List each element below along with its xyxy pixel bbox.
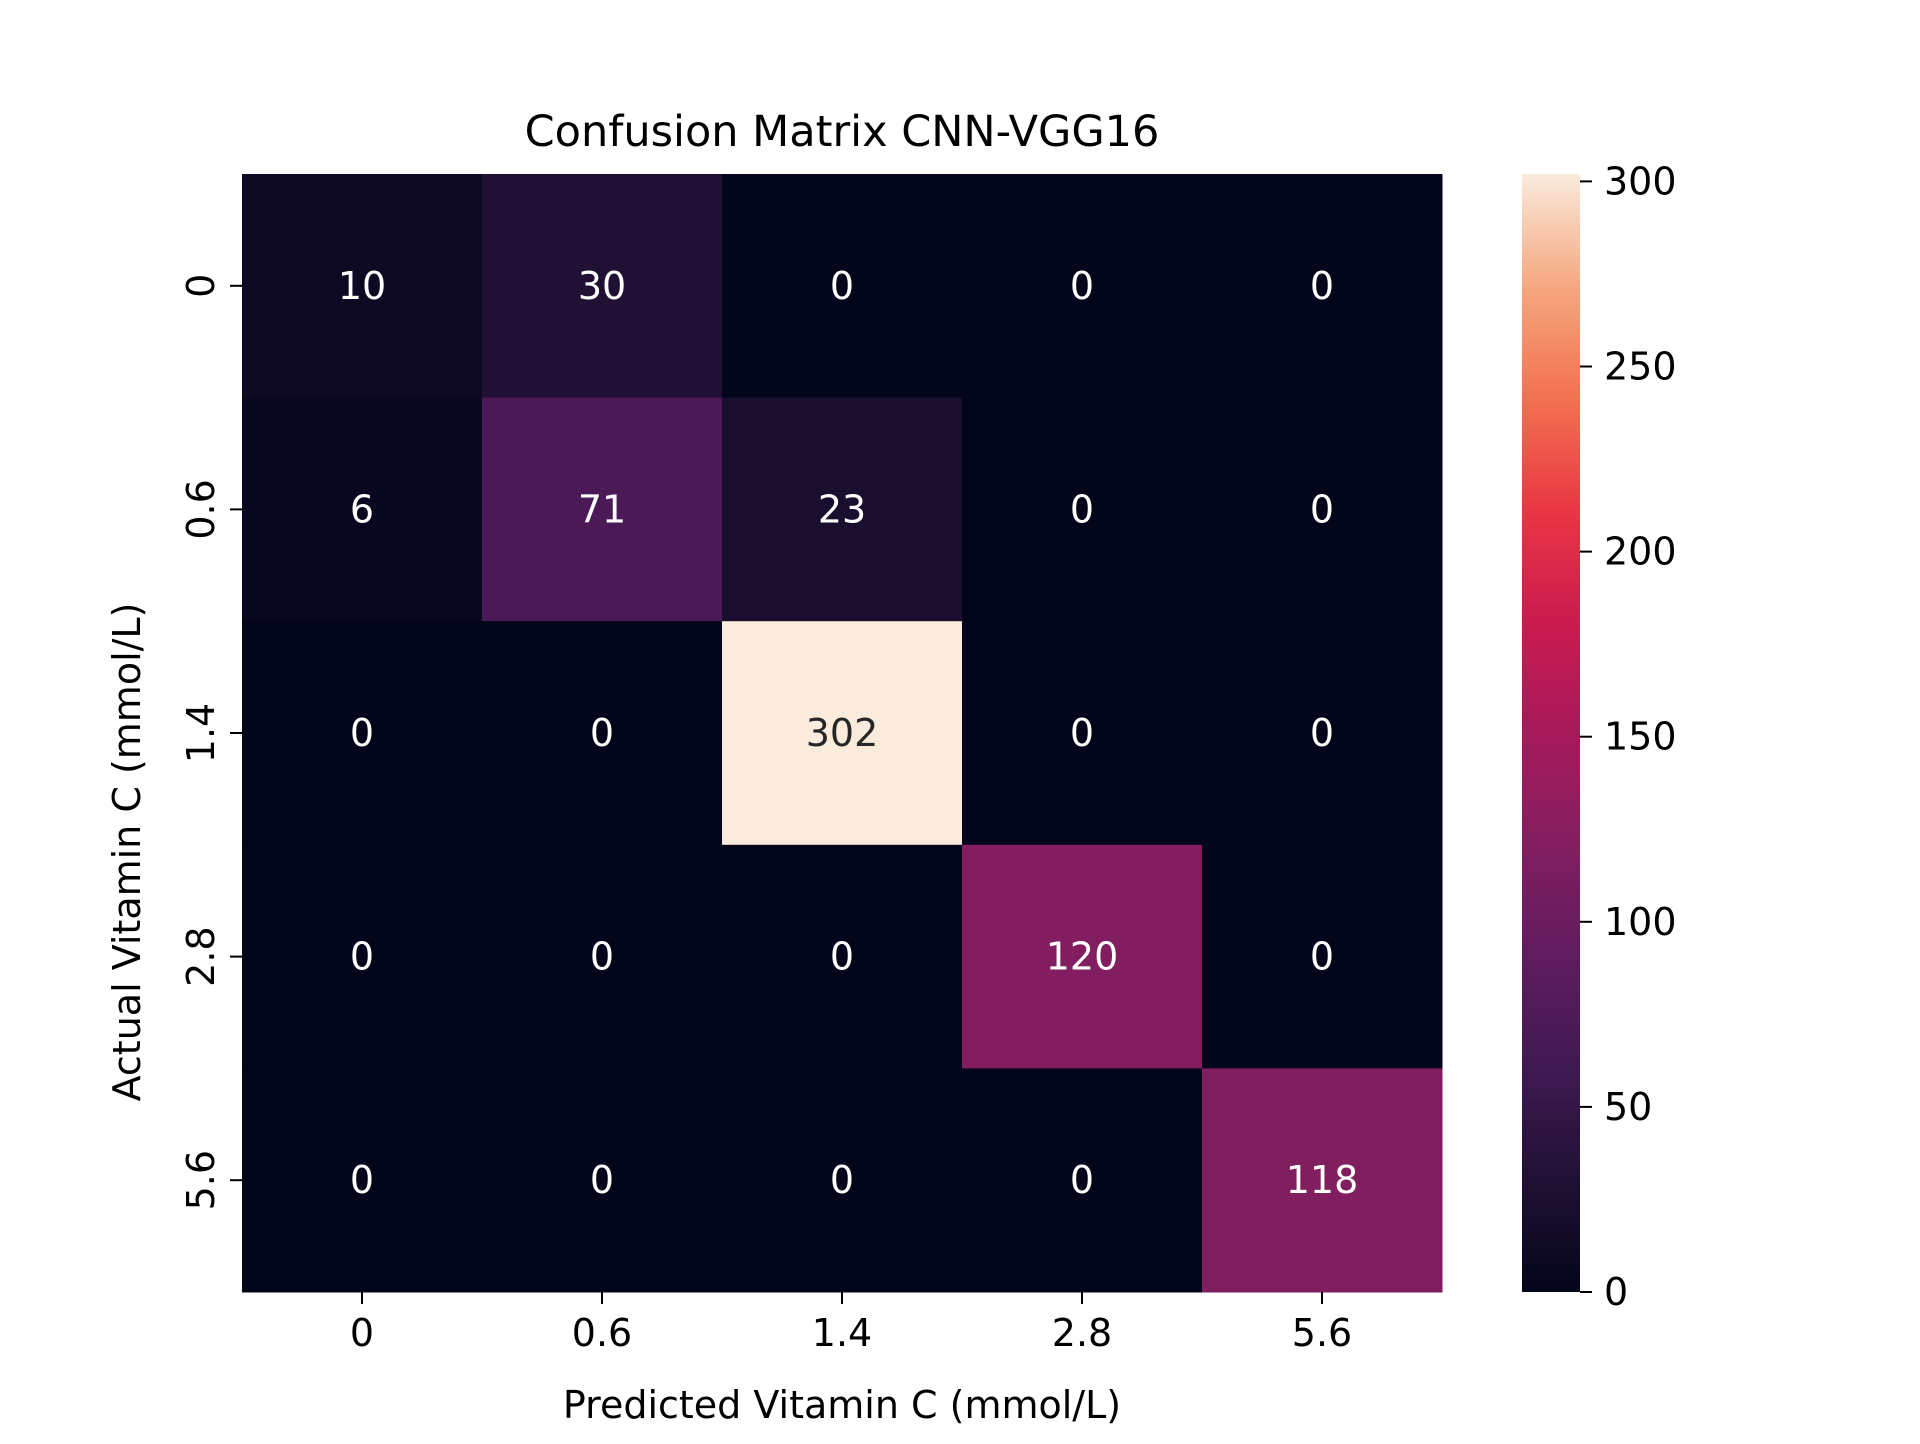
cell-value-label: 0: [590, 935, 614, 979]
cell-value-label: 0: [830, 264, 854, 308]
heatmap-cell: [242, 397, 483, 622]
y-tick-label: 1.4: [179, 703, 223, 763]
cell-value-label: 0: [1310, 264, 1334, 308]
x-tick-label: 2.8: [1052, 1311, 1112, 1355]
cell-value-label: 10: [338, 264, 386, 308]
y-axis: 0 0.6 1.4 2.8 5.6: [179, 274, 242, 1210]
colorbar: 0 50 100 150 200 250 300: [1522, 159, 1677, 1314]
heatmap-cell: [962, 174, 1203, 399]
cell-value-label: 23: [818, 487, 866, 531]
x-tick-label: 0: [350, 1311, 374, 1355]
heatmap-cell: [242, 174, 483, 399]
y-tick-label: 0: [179, 274, 223, 298]
cell-value-label: 118: [1286, 1158, 1359, 1202]
colorbar-tick-label: 150: [1604, 715, 1677, 759]
cell-value-label: 0: [1070, 711, 1094, 755]
cell-value-label: 0: [350, 1158, 374, 1202]
y-tick-label: 2.8: [179, 926, 223, 986]
colorbar-tick-label: 100: [1604, 900, 1677, 944]
y-tick-label: 5.6: [179, 1150, 223, 1210]
cell-value-label: 0: [830, 935, 854, 979]
heatmap-cell: [242, 621, 483, 846]
heatmap-cell: [722, 1068, 963, 1293]
heatmap-cell: [482, 397, 723, 622]
cell-value-label: 0: [590, 1158, 614, 1202]
heatmap-cell: [482, 1068, 723, 1293]
heatmap-cell: [1202, 844, 1443, 1069]
cell-value-label: 71: [578, 487, 626, 531]
cell-value-label: 0: [350, 935, 374, 979]
x-tick-label: 5.6: [1292, 1311, 1352, 1355]
heatmap-cell: [482, 174, 723, 399]
heatmap-cell: [962, 397, 1203, 622]
colorbar-gradient: [1522, 174, 1580, 1292]
heatmap-cell: [482, 844, 723, 1069]
colorbar-tick-label: 200: [1604, 530, 1677, 574]
heatmap-cell: [722, 844, 963, 1069]
heatmap-cell: [1202, 397, 1443, 622]
heatmap-cell: [962, 1068, 1203, 1293]
colorbar-tick-label: 50: [1604, 1085, 1652, 1129]
heatmap-cell: [962, 844, 1203, 1069]
x-tick-label: 0.6: [572, 1311, 632, 1355]
heatmap-cell: [722, 174, 963, 399]
y-axis-label: Actual Vitamin C (mmol/L): [105, 603, 149, 1102]
heatmap-cell: [482, 621, 723, 846]
x-tick-label: 1.4: [812, 1311, 872, 1355]
heatmap-cells: 10 30 0 0 0 6 71 23 0 0 0 0 302 0 0 0 0 0 120 0 0 0 0 0 118: [242, 174, 1443, 1293]
heatmap-cell: [962, 621, 1203, 846]
cell-value-label: 0: [1310, 711, 1334, 755]
cell-value-label: 30: [578, 264, 626, 308]
cell-value-label: 0: [1310, 487, 1334, 531]
cell-value-label: 0: [590, 711, 614, 755]
heatmap-cell: [242, 844, 483, 1069]
x-axis-label: Predicted Vitamin C (mmol/L): [563, 1383, 1121, 1427]
cell-value-label: 0: [1070, 487, 1094, 531]
cell-value-label: 0: [830, 1158, 854, 1202]
colorbar-tick-label: 0: [1604, 1270, 1628, 1314]
heatmap-cell: [1202, 174, 1443, 399]
y-tick-label: 0.6: [179, 479, 223, 539]
cell-value-label: 0: [1310, 935, 1334, 979]
colorbar-tick-label: 300: [1604, 159, 1677, 203]
cell-value-label: 0: [1070, 1158, 1094, 1202]
heatmap-cell: [242, 1068, 483, 1293]
cell-value-label: 6: [350, 487, 374, 531]
colorbar-tick-label: 250: [1604, 345, 1677, 389]
heatmap-cell: [1202, 621, 1443, 846]
cell-value-label: 0: [350, 711, 374, 755]
heatmap-cell: [722, 621, 963, 846]
heatmap-cell: [722, 397, 963, 622]
cell-value-label: 302: [806, 711, 879, 755]
cell-value-label: 0: [1070, 264, 1094, 308]
heatmap-cell: [1202, 1068, 1443, 1293]
chart-title: Confusion Matrix CNN-VGG16: [525, 107, 1160, 157]
x-axis: 0 0.6 1.4 2.8 5.6: [350, 1292, 1352, 1355]
cell-value-label: 120: [1046, 935, 1119, 979]
